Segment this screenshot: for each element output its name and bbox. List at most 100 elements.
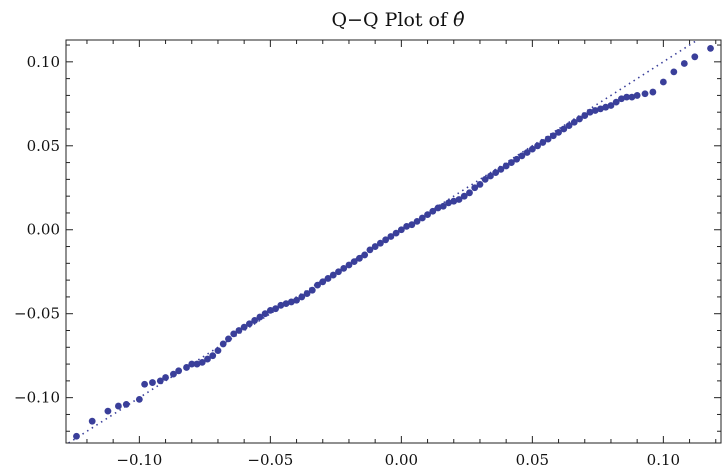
data-point (429, 207, 437, 215)
data-point (183, 364, 190, 371)
y-tick-label: 0.10 (27, 53, 60, 71)
data-point (628, 93, 636, 101)
data-point (434, 204, 442, 212)
y-tick-label: −0.10 (14, 389, 60, 407)
data-point (487, 172, 494, 180)
data-point (230, 330, 238, 338)
data-point (680, 60, 688, 67)
data-point (570, 118, 578, 126)
y-tick-label: 0.05 (27, 137, 60, 155)
data-point (481, 175, 489, 183)
data-point (397, 226, 405, 234)
data-point (225, 335, 232, 343)
data-point (272, 305, 279, 313)
data-point (198, 359, 206, 366)
data-point (356, 254, 363, 262)
data-point (476, 181, 484, 188)
data-point (335, 268, 342, 276)
data-point (382, 236, 390, 244)
data-point (135, 395, 143, 403)
data-point (122, 400, 130, 408)
data-point (528, 145, 536, 153)
data-point (586, 108, 594, 116)
data-point (387, 233, 395, 240)
data-point (413, 217, 421, 225)
data-point (555, 128, 562, 136)
data-point (251, 317, 259, 324)
data-points-layer (73, 44, 714, 440)
data-point (188, 360, 196, 368)
data-point (345, 261, 353, 269)
x-tick-label: −0.10 (116, 451, 162, 469)
data-point (175, 367, 183, 375)
data-point (361, 251, 369, 259)
data-point (502, 162, 510, 170)
data-point (591, 107, 599, 114)
data-point (371, 243, 379, 250)
y-tick-label: 0.00 (27, 221, 60, 239)
data-point (204, 355, 211, 363)
data-point (418, 214, 426, 222)
chart-title-symbol: θ̂ (453, 9, 465, 31)
data-point (377, 239, 384, 247)
data-point (246, 320, 253, 328)
data-point (623, 93, 631, 101)
data-point (235, 327, 243, 334)
data-point (88, 417, 96, 425)
data-point (649, 88, 657, 96)
data-point (141, 380, 149, 388)
x-tick-label: 0.00 (385, 451, 418, 469)
data-point (508, 159, 515, 166)
data-point (366, 246, 374, 254)
data-point (209, 352, 217, 360)
data-point (73, 432, 80, 440)
data-point (534, 142, 541, 150)
data-point (350, 258, 358, 266)
data-point (293, 296, 300, 304)
data-point (277, 301, 285, 309)
data-point (492, 169, 500, 177)
data-point (539, 139, 547, 146)
data-point (149, 379, 156, 386)
chart-title: Q−Q Plot of θ̂ (331, 9, 465, 31)
data-point (618, 95, 625, 103)
data-point (340, 264, 348, 272)
axis-ticks-layer: −0.10 −0.05 0.00 0.05 0.10 −0.10 −0.05 0.00 0.05… (14, 40, 721, 469)
data-point (466, 189, 473, 197)
data-point (104, 407, 112, 415)
data-point (424, 211, 431, 219)
data-point (707, 44, 714, 52)
data-point (633, 92, 641, 99)
data-point (193, 360, 201, 368)
data-point (602, 103, 610, 111)
data-point (282, 300, 290, 308)
reference-line-layer (68, 39, 698, 444)
y-tick-label: −0.05 (14, 305, 60, 323)
data-point (240, 323, 248, 331)
data-point (565, 122, 573, 130)
reference-line (68, 39, 698, 444)
data-point (612, 98, 620, 106)
data-point (581, 112, 589, 119)
data-point (460, 192, 468, 200)
data-point (329, 271, 337, 279)
data-point (314, 281, 321, 289)
data-point (287, 298, 295, 306)
data-point (256, 313, 264, 321)
data-point (408, 221, 416, 229)
data-point (607, 102, 615, 109)
data-point (523, 149, 531, 156)
data-point (471, 184, 479, 192)
data-point (576, 115, 583, 123)
data-point (392, 229, 400, 237)
x-tick-label: −0.05 (247, 451, 293, 469)
data-point (549, 132, 557, 140)
data-point (544, 135, 552, 143)
plot-frame (65, 39, 722, 444)
data-point (162, 374, 169, 381)
data-point (560, 125, 568, 133)
data-point (214, 347, 222, 355)
data-point (670, 68, 678, 76)
x-tick-label: 0.10 (647, 451, 680, 469)
data-point (156, 377, 164, 385)
